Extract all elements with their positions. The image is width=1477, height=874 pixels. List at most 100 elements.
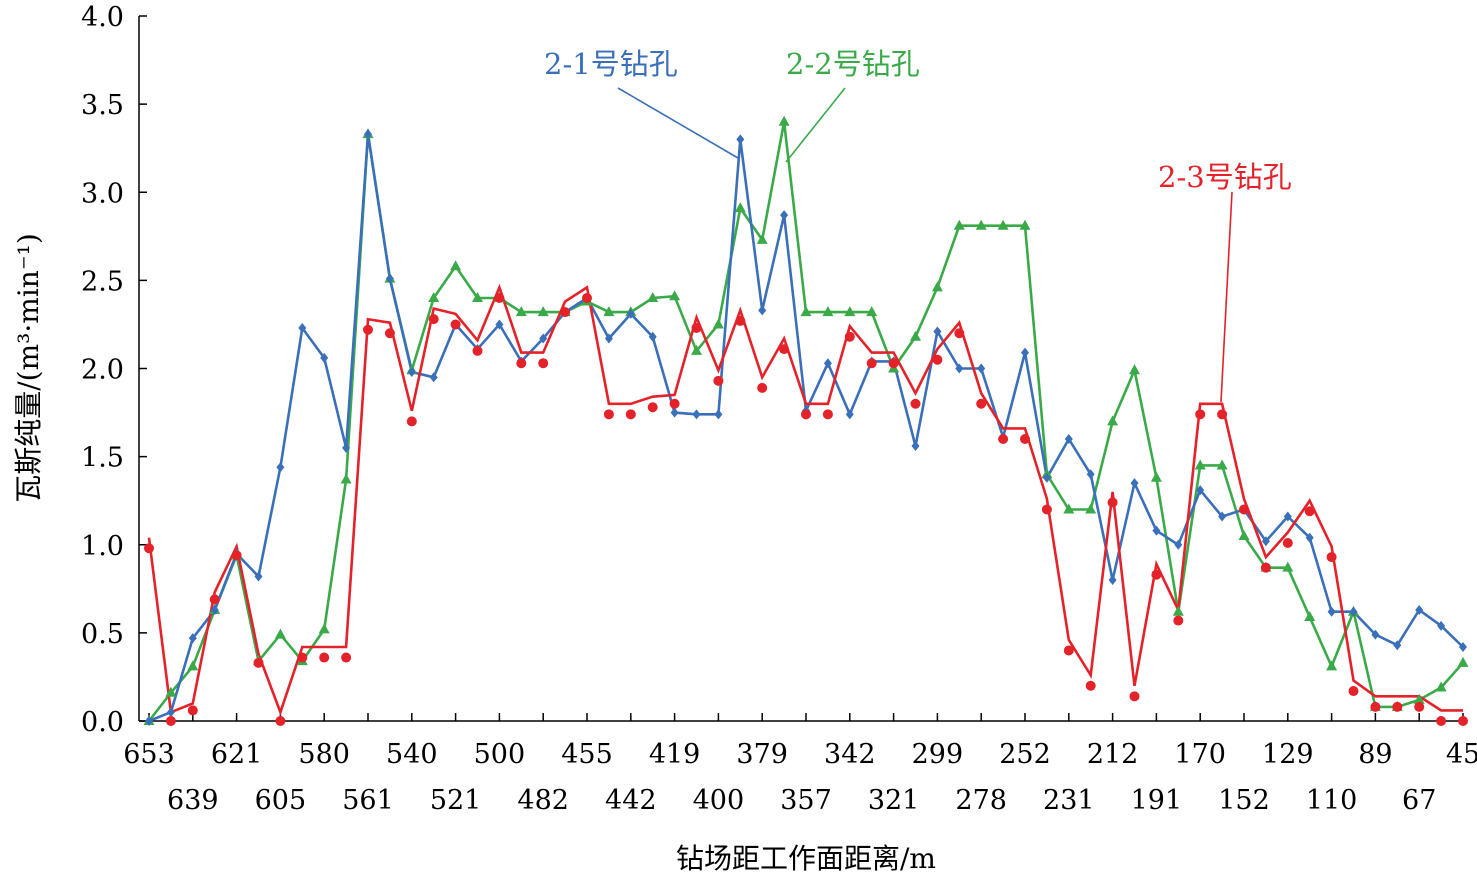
series-2-3-point xyxy=(1217,409,1228,420)
series-2-3-point xyxy=(582,293,592,303)
series-2-1-point xyxy=(977,363,986,374)
series-2-3-point xyxy=(1348,686,1359,697)
series-2-1-point xyxy=(145,716,153,726)
x-tick-label: 653 xyxy=(123,739,175,770)
series-2-1-point xyxy=(626,308,635,319)
series-2-1-point xyxy=(254,571,263,582)
series-2-2-point xyxy=(931,281,943,292)
series-2-3-point xyxy=(713,375,724,386)
series-2-3-point xyxy=(866,358,877,369)
series-2-3-point xyxy=(1107,497,1118,508)
series-2-1-point xyxy=(758,305,767,316)
x-tick-label: 129 xyxy=(1262,739,1314,770)
series-2-1-point xyxy=(823,358,832,369)
series-2-3-point xyxy=(494,293,505,303)
series-2-3-point xyxy=(801,409,811,420)
y-tick-label: 2.0 xyxy=(81,355,124,386)
series-2-2-point xyxy=(953,219,965,230)
series-2-1-point xyxy=(429,372,438,383)
x-tick-label: 357 xyxy=(780,785,832,816)
series-2-3-point xyxy=(144,543,154,554)
series-2-2-point xyxy=(274,628,286,639)
y-tick-label: 1.5 xyxy=(81,443,124,474)
series-2-3-point xyxy=(187,705,198,716)
x-tick-label: 45 xyxy=(1446,739,1477,770)
series-2-2-point xyxy=(472,292,483,302)
x-tick-label: 342 xyxy=(824,739,876,770)
series-2-3-point xyxy=(625,409,636,420)
series-2-1-point xyxy=(933,326,942,337)
series-2-3-point xyxy=(1129,691,1140,702)
series-2-1-point xyxy=(911,441,920,452)
series-2-1-point xyxy=(1393,640,1402,651)
series-2-2-point xyxy=(603,306,615,317)
series-2-3-point xyxy=(1085,680,1096,691)
series-2-2-point xyxy=(1085,503,1097,514)
series-2-2-point xyxy=(515,306,527,317)
series-2-1-point xyxy=(1108,575,1117,585)
series-2-1-point xyxy=(692,409,701,420)
series-2-3-point xyxy=(1041,504,1052,515)
x-tick-label: 67 xyxy=(1402,785,1436,816)
series-2-3-point xyxy=(1151,569,1162,580)
series-2-2-point xyxy=(428,292,440,302)
series-2-2-point xyxy=(1019,219,1031,230)
series-2-1-point xyxy=(166,707,175,718)
series-2-3-point xyxy=(275,716,286,726)
series-2-2-point xyxy=(1194,459,1206,470)
series-2-3-point xyxy=(209,594,220,605)
x-tick-label: 152 xyxy=(1218,785,1270,816)
series-2-3-point xyxy=(1370,701,1381,712)
series-2-2-point xyxy=(691,344,702,355)
x-tick-label: 580 xyxy=(298,739,350,770)
series-2-3-point xyxy=(735,315,746,326)
series-2-2-point xyxy=(1216,459,1228,470)
series-2-3-point xyxy=(1195,409,1206,420)
series-2-3-point xyxy=(1326,552,1337,563)
x-tick-label: 110 xyxy=(1306,785,1358,816)
series-2-2-point xyxy=(1150,471,1162,482)
x-tick-group: 653 621 580 540 500 455 419 379 342 299 252 212 170 1… xyxy=(123,713,1477,816)
series-2-3-point xyxy=(1173,615,1184,626)
series-2-3-point xyxy=(647,402,658,413)
x-axis-title: 钻场距工作面距离/m xyxy=(676,842,936,874)
series-2-3-point xyxy=(998,434,1009,444)
series-2-2-point xyxy=(778,115,790,126)
series-2-2-point xyxy=(1413,693,1425,704)
series-2-2-point xyxy=(1435,681,1447,692)
series-2-3-point xyxy=(954,328,965,339)
series-2-1-point xyxy=(1130,478,1139,489)
series-2-2-point xyxy=(975,219,987,230)
series-2-3-point xyxy=(319,652,330,663)
x-tick-label: 419 xyxy=(649,739,701,770)
series-2-1-point xyxy=(342,442,351,453)
series-2-3-point xyxy=(932,354,943,365)
series-2-1-point xyxy=(1261,536,1270,547)
x-tick-label: 621 xyxy=(211,739,263,770)
series-2-3-point xyxy=(822,409,833,420)
series-2-1-point xyxy=(1459,641,1467,652)
series-2-1-point xyxy=(1218,511,1227,522)
series-2-2-point xyxy=(997,219,1009,230)
series-2-1-point xyxy=(1349,606,1358,617)
series-2-3-point xyxy=(1282,537,1293,548)
series-2-1-point xyxy=(407,367,416,378)
series-2-2-point xyxy=(844,306,856,317)
y-tick-label: 4.0 xyxy=(81,2,124,33)
callout-line-2-3 xyxy=(1220,191,1233,403)
x-tick-label: 561 xyxy=(342,785,394,816)
series-2-3-point xyxy=(384,328,395,339)
series-2-3-point xyxy=(472,345,483,356)
series-2-3-point xyxy=(406,416,417,427)
x-tick-label: 400 xyxy=(693,785,745,816)
x-tick-label: 231 xyxy=(1043,785,1095,816)
series-2-1-point xyxy=(1415,604,1424,615)
callout-line-2-2 xyxy=(785,87,846,163)
callout-label-2-1: 2-1号钻孔 xyxy=(544,47,678,81)
series-2-1-point xyxy=(1174,539,1183,550)
series-2-1-point xyxy=(1327,606,1336,617)
series-2-2-point xyxy=(1457,656,1469,667)
series-2-3-point xyxy=(779,344,790,355)
series-2-3-point xyxy=(888,358,899,369)
x-tick-label: 540 xyxy=(386,739,438,770)
